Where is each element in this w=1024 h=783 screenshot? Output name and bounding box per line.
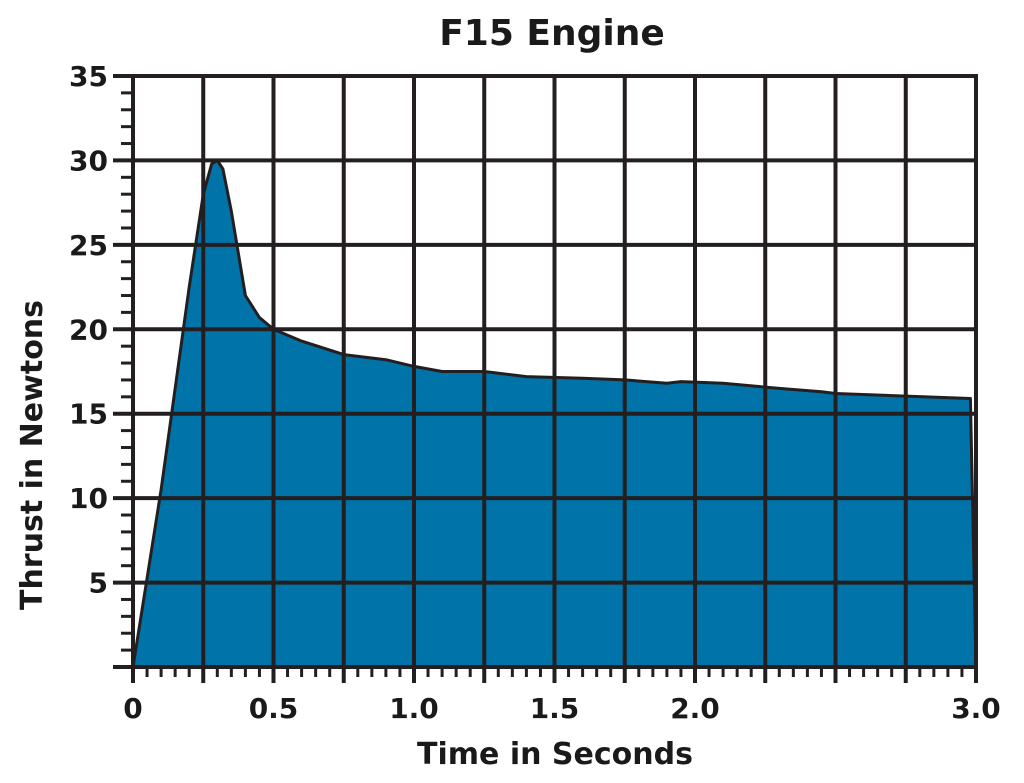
chart-title: F15 Engine bbox=[439, 13, 665, 54]
y-tick-label: 35 bbox=[69, 60, 108, 93]
x-axis-label: Time in Seconds bbox=[417, 737, 693, 772]
y-tick-label: 15 bbox=[69, 398, 108, 431]
y-tick-label: 10 bbox=[69, 482, 108, 515]
y-tick-label: 20 bbox=[69, 313, 108, 346]
y-tick-label: 30 bbox=[69, 144, 108, 177]
x-tick-label: 2.0 bbox=[670, 692, 720, 725]
y-tick-label: 5 bbox=[89, 567, 108, 600]
y-axis-label: Thrust in Newtons bbox=[15, 300, 50, 610]
x-tick-label: 0 bbox=[123, 692, 142, 725]
y-tick-label: 25 bbox=[69, 229, 108, 262]
x-tick-label: 1.5 bbox=[530, 692, 580, 725]
x-tick-label: 0.5 bbox=[249, 692, 299, 725]
axis-ticks bbox=[113, 74, 978, 683]
x-tick-label: 1.0 bbox=[389, 692, 439, 725]
tick-labels: 0 0.5 1.0 1.5 2.0 3.0 5 10 15 20 25 30 35 bbox=[69, 60, 1001, 725]
x-tick-label: 3.0 bbox=[951, 692, 1001, 725]
